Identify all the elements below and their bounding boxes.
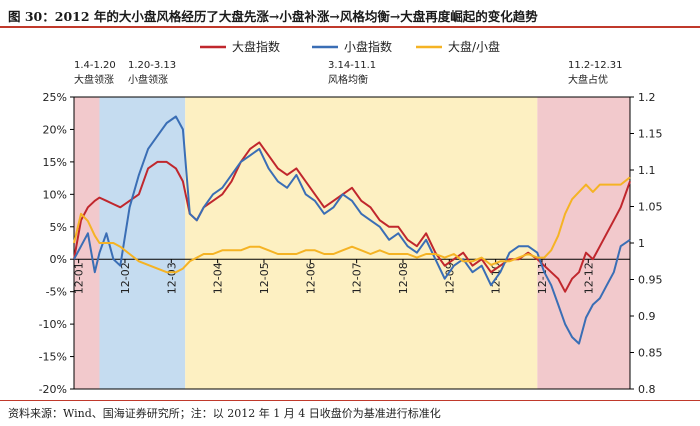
y-right-tick-label: 1.15 xyxy=(638,128,663,141)
y-left-tick-label: 5% xyxy=(50,221,67,234)
x-tick-label: 12-01 xyxy=(73,262,86,294)
x-tick-label: 12-07 xyxy=(351,262,364,294)
region-label-3: 11.2-12.31 xyxy=(568,60,623,71)
x-tick-label: 12-11 xyxy=(536,262,549,294)
figure-title: 图 30：2012 年的大小盘风格经历了大盘先涨→小盘补涨→风格均衡→大盘再度崛… xyxy=(8,9,538,24)
y-right-tick-label: 1.2 xyxy=(638,91,656,104)
x-tick-label: 12-08 xyxy=(397,262,410,294)
series-line-0 xyxy=(73,141,631,293)
y-left-tick-label: -10% xyxy=(39,318,67,331)
y-right-tick-label: 0.95 xyxy=(638,274,663,287)
y-right-tick-label: 0.85 xyxy=(638,347,663,360)
x-tick-label: 12-02 xyxy=(119,262,132,294)
y-right-tick-label: 0.9 xyxy=(638,310,656,323)
region-sublabel-2: 风格均衡 xyxy=(328,73,368,86)
y-right-tick-label: 1.1 xyxy=(638,164,656,177)
region-label-1: 1.20-3.13 xyxy=(128,60,176,71)
y-right-tick-label: 1.05 xyxy=(638,201,663,214)
source-note: 资料来源：Wind、国海证券研究所；注：以 2012 年 1 月 4 日收盘价为… xyxy=(8,407,441,420)
region-sublabel-0: 大盘领涨 xyxy=(74,73,114,86)
x-tick-label: 12-06 xyxy=(304,262,317,294)
x-tick-label: 12-05 xyxy=(258,262,271,294)
region-label-0: 1.4-1.20 xyxy=(74,60,116,71)
y-left-tick-label: -20% xyxy=(39,383,67,396)
region-band-3 xyxy=(537,97,630,389)
y-right-tick-label: 1 xyxy=(638,237,645,250)
legend-label-1: 小盘指数 xyxy=(344,39,392,54)
region-band-0 xyxy=(74,97,100,389)
x-tick-label: 12-12 xyxy=(582,262,595,294)
y-left-tick-label: 20% xyxy=(43,123,67,136)
legend-label-2: 大盘/小盘 xyxy=(448,39,500,54)
region-label-2: 3.14-11.1 xyxy=(328,60,376,71)
y-left-tick-label: 15% xyxy=(43,156,67,169)
y-left-tick-label: 25% xyxy=(43,91,67,104)
title-rule xyxy=(0,26,700,28)
y-left-tick-label: -5% xyxy=(46,286,67,299)
region-sublabel-3: 大盘占优 xyxy=(568,73,608,86)
x-tick-label: 12-03 xyxy=(165,262,178,294)
x-tick-label: 12-09 xyxy=(443,262,456,294)
series-line-1 xyxy=(73,115,631,345)
legend-label-0: 大盘指数 xyxy=(232,39,280,54)
y-left-tick-label: -15% xyxy=(39,351,67,364)
region-band-2 xyxy=(185,97,538,389)
y-left-tick-label: 0% xyxy=(50,253,67,266)
y-right-tick-label: 0.8 xyxy=(638,383,656,396)
y-left-tick-label: 10% xyxy=(43,188,67,201)
series-line-2 xyxy=(73,176,631,274)
region-sublabel-1: 小盘领涨 xyxy=(128,73,168,86)
footer-rule xyxy=(0,400,700,401)
x-tick-label: 12-04 xyxy=(212,262,225,294)
